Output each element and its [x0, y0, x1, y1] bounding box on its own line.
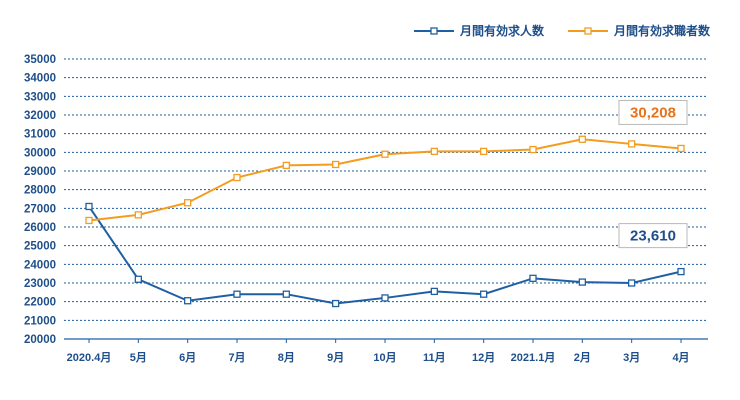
y-tick-label: 30000 [24, 147, 56, 159]
data-point [430, 147, 438, 156]
y-tick-label: 22000 [24, 297, 56, 309]
y-tick-label: 28000 [24, 185, 56, 197]
x-tick-label: 2021.1月 [511, 351, 556, 364]
data-point [85, 216, 93, 225]
x-tick-label: 11月 [423, 351, 446, 364]
x-tick-label: 4月 [672, 351, 689, 364]
callout-frame [618, 223, 688, 249]
y-tick-label: 32000 [24, 110, 56, 122]
x-tick-label: 12月 [472, 351, 495, 364]
series-0 [85, 202, 685, 308]
x-tick-labels: 2020.4月 5月 6月 7月 8月 9月 10月 11月 12月 2021.1月 2月 3月 4月 [67, 351, 690, 364]
x-tick-label: 2月 [574, 351, 591, 364]
data-point [332, 299, 340, 308]
x-tick-label: 7月 [228, 351, 245, 364]
callout-box: 30,208 [618, 99, 688, 125]
series-line [88, 205, 682, 305]
y-tick-label: 33000 [24, 91, 56, 103]
data-point [628, 140, 636, 148]
data-point [282, 290, 290, 298]
x-tick-label: 10月 [373, 351, 396, 364]
data-point [430, 287, 438, 296]
data-point [282, 161, 290, 170]
callout-label: 30,208 [630, 104, 676, 121]
legend-label: 月間有効求人数 [459, 23, 545, 38]
data-point [578, 278, 586, 286]
legend-item: 月間有効求職者数 [568, 23, 711, 38]
callout-label: 23,610 [630, 228, 676, 245]
data-point [332, 160, 340, 169]
x-tick-label: 5月 [130, 351, 147, 364]
y-tick-label: 29000 [24, 166, 56, 178]
y-tick-label: 27000 [24, 203, 56, 215]
data-point [381, 294, 389, 302]
y-tick-label: 24000 [24, 259, 56, 271]
axes [64, 338, 708, 343]
data-point [184, 199, 192, 207]
data-point [184, 297, 192, 305]
legend-label: 月間有効求職者数 [613, 23, 711, 38]
data-point [677, 267, 685, 276]
callout-frame [618, 99, 688, 125]
data-point [480, 147, 488, 156]
legend-marker [430, 27, 438, 35]
series-lines [85, 135, 685, 308]
legend-marker [584, 27, 592, 35]
x-tick-label: 8月 [278, 351, 295, 364]
y-tick-label: 20000 [24, 334, 56, 346]
data-point [628, 279, 636, 287]
legend-item: 月間有効求人数 [414, 23, 545, 38]
data-point [233, 290, 241, 298]
data-point [529, 274, 537, 282]
data-point [677, 144, 685, 153]
x-tick-label: 9月 [327, 351, 344, 364]
x-tick-label: 3月 [623, 351, 640, 364]
y-tick-label: 26000 [24, 222, 56, 234]
data-point [134, 211, 142, 219]
gridlines [64, 58, 708, 321]
data-point [529, 145, 537, 154]
y-tick-label: 35000 [24, 54, 56, 66]
data-point [578, 135, 586, 143]
x-tick-label: 6月 [179, 351, 196, 364]
y-tick-label: 21000 [24, 315, 56, 327]
y-tick-labels: 20000 21000 22000 23000 24000 25000 26000 27000… [24, 54, 56, 346]
x-tick-label: 2020.4月 [67, 351, 112, 364]
callout-box: 23,610 [618, 223, 688, 249]
data-point [85, 202, 93, 211]
y-tick-label: 25000 [24, 241, 56, 253]
y-tick-label: 31000 [24, 129, 56, 141]
legend: 月間有効求人数 月間有効求職者数 [414, 23, 711, 38]
data-point [233, 173, 241, 182]
data-point [134, 275, 142, 283]
value-callouts: 30,208 23,610 [618, 99, 688, 249]
data-point [381, 150, 389, 158]
y-tick-label: 34000 [24, 73, 56, 85]
y-tick-label: 23000 [24, 278, 56, 290]
series-1 [85, 135, 685, 225]
data-point [480, 290, 488, 298]
